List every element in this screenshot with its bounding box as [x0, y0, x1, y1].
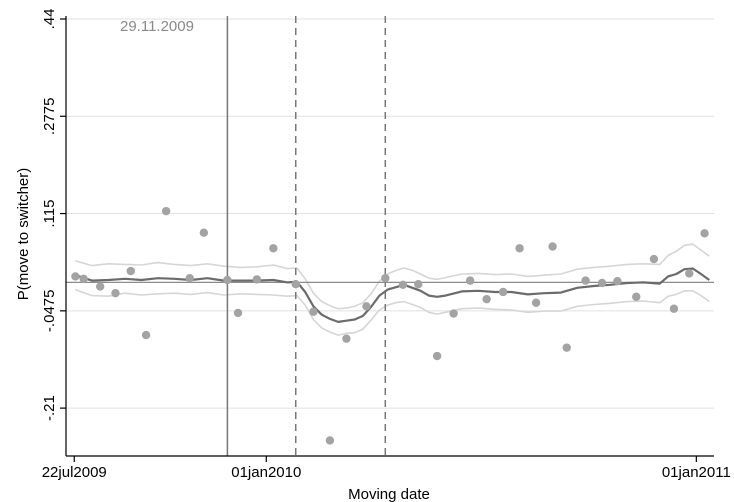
scatter-point [515, 244, 524, 253]
scatter-point [649, 254, 659, 264]
scatter-point [342, 334, 351, 343]
scatter-points [71, 206, 709, 445]
scatter-point [252, 275, 262, 284]
y-tick-label: .115 [41, 200, 58, 228]
scatter-point [325, 436, 335, 445]
scatter-point [381, 274, 390, 283]
scatter-point [562, 343, 571, 352]
x-axis-title: Moving date [348, 486, 430, 502]
scatter-point [95, 282, 105, 291]
scatter-point [199, 228, 209, 237]
scatter-point [141, 330, 151, 340]
scatter-point [185, 274, 194, 283]
scatter-point [613, 276, 622, 286]
upper-band-line [75, 243, 710, 310]
y-tick-label: .44 [41, 9, 58, 30]
scatter-point [111, 288, 120, 298]
scatter-point [482, 294, 491, 304]
axes [60, 16, 714, 462]
y-axis-title: P(move to switcher) [15, 168, 32, 301]
scatter-point [71, 272, 80, 281]
scatter-point [79, 274, 88, 284]
x-tick-label: 22jul2009 [42, 464, 107, 481]
scatter-point [126, 266, 135, 276]
scatter-point [597, 278, 607, 288]
annotation-date: 29.11.2009 [120, 18, 194, 35]
scatter-point [233, 308, 243, 318]
scatter-point [531, 298, 541, 307]
scatter-point [223, 275, 232, 285]
scatter-point [700, 229, 709, 238]
scatter-point [548, 242, 557, 251]
x-tick-label: 01jan2011 [662, 464, 731, 481]
x-tick-label: 01jan2010 [231, 464, 301, 481]
confidence-band [75, 243, 710, 336]
scatter-point [161, 206, 171, 216]
scatter-point [669, 304, 679, 313]
y-tick-label: -.21 [41, 395, 58, 421]
scatter-point [398, 280, 408, 289]
scatter-point [685, 269, 694, 278]
scatter-point [432, 351, 442, 361]
lower-band-line [75, 288, 710, 336]
scatter-point [581, 276, 590, 285]
scatter-point [632, 292, 641, 301]
scatter-point [465, 276, 475, 285]
grid-lines [66, 18, 714, 409]
scatter-point [498, 287, 508, 297]
scatter-point [414, 279, 423, 289]
scatter-point [309, 307, 318, 316]
scatter-point [269, 244, 278, 253]
scatter-point [362, 302, 371, 311]
y-tick-label: .2775 [41, 98, 58, 136]
scatter-point [291, 279, 300, 289]
scatter-point [449, 309, 458, 318]
tick-labels: .44 .2775 .115 -.0475 -.21 22jul2009 01jan2010… [41, 9, 731, 481]
y-tick-label: -.0475 [41, 290, 58, 333]
